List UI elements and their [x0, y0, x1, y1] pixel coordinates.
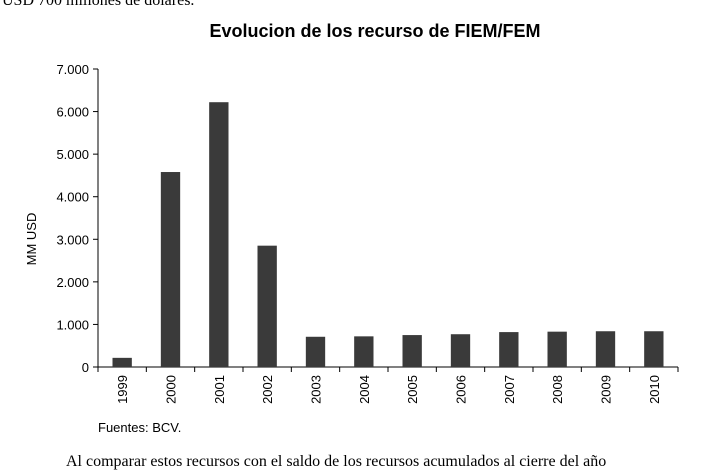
source-note: Fuentes: BCV.: [98, 420, 181, 435]
x-tick-label-2009: 2009: [599, 375, 614, 404]
bar-2010: [644, 331, 664, 367]
x-tick-label-2007: 2007: [502, 375, 517, 404]
bar-2000: [160, 172, 181, 367]
x-tick-label-2001: 2001: [212, 375, 227, 404]
y-tick-label: 0: [82, 360, 89, 375]
y-tick-label: 4.000: [56, 190, 89, 205]
bar-2003: [305, 336, 326, 367]
y-tick-label: 6.000: [56, 105, 89, 120]
bar-2002: [257, 245, 277, 367]
bar-2004: [354, 336, 374, 367]
chart-title: Evolucion de los recurso de FIEM/FEM: [209, 21, 540, 41]
bar-2007: [499, 332, 519, 367]
x-tick-label-2005: 2005: [405, 375, 420, 404]
x-tick-label-2002: 2002: [260, 375, 275, 404]
x-tick-label-2004: 2004: [357, 375, 372, 404]
y-axis-label: MM USD: [24, 213, 39, 266]
y-tick-label: 5.000: [56, 147, 89, 162]
x-tick-label-2010: 2010: [647, 375, 662, 404]
paragraph-text-top: USD 700 millones de dólares.: [2, 0, 195, 9]
bar-2001: [209, 102, 229, 367]
bar-2005: [402, 335, 422, 367]
y-tick-label: 7.000: [56, 62, 89, 77]
bar-2006: [450, 334, 471, 367]
x-tick-label-2000: 2000: [164, 375, 179, 404]
paragraph-text-bottom: Al comparar estos recursos con el saldo …: [66, 453, 607, 470]
plot-area: 0 1.000 2.000 3.000 4.000 5.000 6.000 7.000 1999…: [56, 62, 679, 404]
x-tick-label-2003: 2003: [309, 375, 324, 404]
bar-1999: [112, 357, 132, 367]
y-tick-label: 2.000: [56, 275, 89, 290]
bar-2008: [547, 331, 567, 367]
bar-chart: Evolucion de los recurso de FIEM/FEM MM …: [24, 21, 679, 435]
x-tick-label-1999: 1999: [115, 375, 130, 404]
x-tick-label-2008: 2008: [550, 375, 565, 404]
x-tick-label-2006: 2006: [454, 375, 469, 404]
y-tick-label: 1.000: [56, 317, 89, 332]
bar-2009: [595, 331, 616, 367]
y-tick-label: 3.000: [56, 232, 89, 247]
